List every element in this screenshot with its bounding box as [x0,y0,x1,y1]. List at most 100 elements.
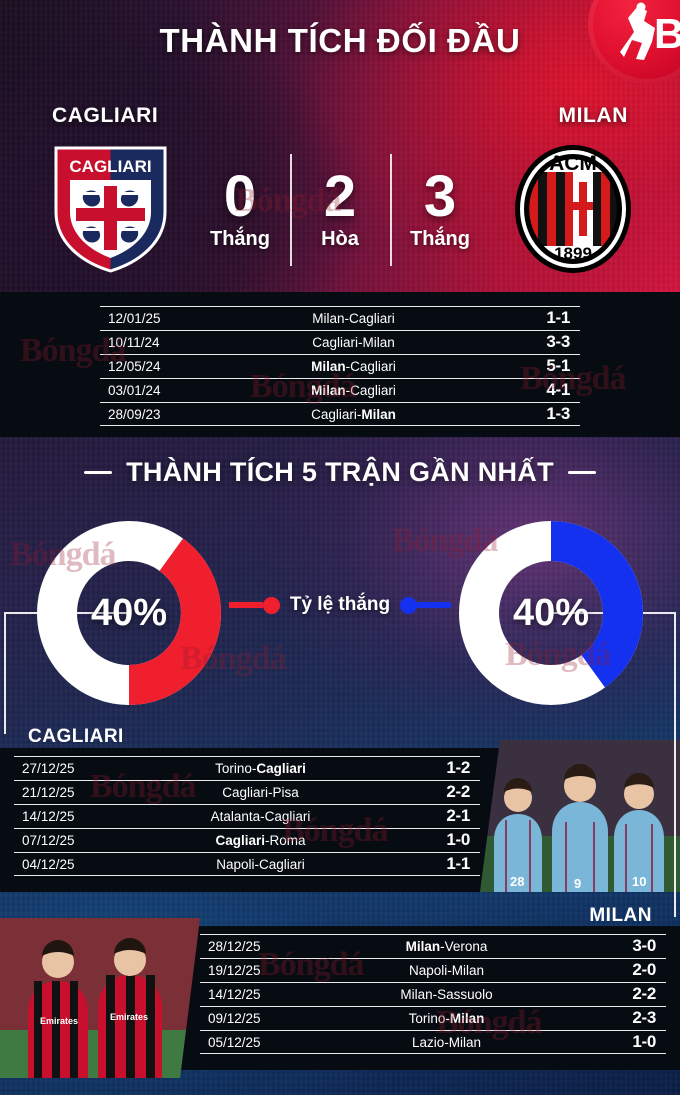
form-title-text: THÀNH TÍCH 5 TRẬN GẦN NHẤT [126,457,554,487]
match-date: 28/09/23 [108,406,161,422]
win-rate-legend: Tỷ lệ thắng [0,594,680,616]
table-row[interactable]: 12/01/25 Milan-Cagliari 1-1 [100,306,580,330]
svg-text:10: 10 [632,874,646,889]
milan-players-photo: Emirates Emirates [0,918,200,1078]
match-teams: Milan-Sassuolo [400,986,493,1002]
table-row[interactable]: 03/01/24 Milan-Cagliari 4-1 [100,378,580,402]
match-score: 1-2 [446,758,470,777]
match-teams: Cagliari-Roma [215,832,306,848]
summary-cell-home-wins: 0 Thắng [190,150,290,270]
cagliari-match-table: 27/12/25 Torino-Cagliari 1-2 21/12/25 Caglia… [14,756,480,876]
match-score: 4-1 [546,380,570,399]
home-win-rate-donut: 40% [34,518,224,708]
svg-text:CAGLIARI: CAGLIARI [69,157,151,176]
match-score: 1-1 [546,308,570,327]
donut-chart-away [459,521,643,705]
match-score: 2-2 [446,782,470,801]
match-teams: Atalanta-Cagliari [210,808,311,824]
win-rate-label: Tỷ lệ thắng [289,594,391,615]
table-row[interactable]: 10/11/24 Cagliari-Milan 3-3 [100,330,580,354]
table-row[interactable]: 09/12/25 Torino-Milan 2-3 [200,1006,666,1030]
away-legend-dot [400,596,418,614]
home-legend-bar [228,602,263,608]
cagliari-form-label: CAGLIARI [28,726,124,747]
summary-cell-draws: 2 Hòa [290,150,390,270]
player-silhouette-icon: B [620,2,680,60]
match-teams: Cagliari-Milan [311,406,396,422]
match-date: 05/12/25 [208,1034,261,1050]
home-wins-value: 0 [223,164,257,230]
home-legend-connector [228,596,280,614]
h2h-summary: 0 Thắng 2 Hòa 3 Thắng [190,150,490,270]
match-teams: Cagliari-Milan [312,334,395,350]
away-win-rate-value: 40% [512,591,590,634]
match-date: 12/01/25 [108,310,161,326]
table-row[interactable]: 27/12/25 Torino-Cagliari 1-2 [14,756,480,780]
table-row[interactable]: 14/12/25 Milan-Sassuolo 2-2 [200,982,666,1006]
away-team-name: MILAN [558,104,628,127]
match-score: 5-1 [546,356,570,375]
table-row[interactable]: 12/05/24 Milan-Cagliari 5-1 [100,354,580,378]
cagliari-players-photo: 28 9 10 [480,740,680,892]
match-date: 28/12/25 [208,938,261,954]
donut-chart-home [37,521,221,705]
match-score: 3-3 [546,332,570,351]
milan-form-label: MILAN [589,905,652,926]
table-row[interactable]: 28/12/25 Milan-Verona 3-0 [200,934,666,958]
away-wins-label: Thắng [410,227,470,250]
away-legend-connector [400,596,452,614]
match-teams: Milan-Cagliari [311,382,396,398]
title-dash-right [567,471,596,474]
svg-text:ACM: ACM [549,152,597,175]
page-title: THÀNH TÍCH ĐỐI ĐẦU [159,22,521,59]
match-score: 2-3 [632,1008,656,1027]
table-row[interactable]: 04/12/25 Napoli-Cagliari 1-1 [14,852,480,876]
table-row[interactable]: 07/12/25 Cagliari-Roma 1-0 [14,828,480,852]
match-score: 1-0 [446,830,470,849]
match-date: 27/12/25 [22,760,75,776]
svg-text:28: 28 [510,874,524,889]
summary-cell-away-wins: 3 Thắng [390,150,490,270]
match-teams: Torino-Cagliari [215,760,306,776]
match-date: 10/11/24 [108,334,160,350]
match-date: 04/12/25 [22,856,75,872]
match-teams: Torino-Milan [408,1010,485,1026]
home-legend-dot [262,596,280,614]
svg-text:Emirates: Emirates [110,1012,148,1022]
svg-text:1899: 1899 [554,244,592,263]
match-date: 07/12/25 [22,832,75,848]
match-date: 12/05/24 [108,358,161,374]
home-win-rate-value: 40% [90,591,168,634]
match-teams: Milan-Cagliari [312,310,395,326]
brand-logo-badge[interactable]: B [588,0,680,84]
match-date: 19/12/25 [208,962,261,978]
title-dash-left [84,471,113,474]
table-row[interactable]: 21/12/25 Cagliari-Pisa 2-2 [14,780,480,804]
match-score: 2-2 [632,984,656,1003]
match-score: 2-0 [632,960,656,979]
draws-label: Hòa [321,227,359,250]
match-date: 21/12/25 [22,784,75,800]
table-row[interactable]: 14/12/25 Atalanta-Cagliari 2-1 [14,804,480,828]
match-score: 1-0 [632,1032,656,1051]
acmilan-crest-icon: ACM 1899 [510,142,636,276]
h2h-table-panel [0,292,680,437]
match-teams: Napoli-Cagliari [216,856,305,872]
away-wins-value: 3 [423,164,457,230]
table-row[interactable]: 28/09/23 Cagliari-Milan 1-3 [100,402,580,426]
home-wins-label: Thắng [210,227,270,250]
match-teams: Milan-Cagliari [311,358,396,374]
match-date: 03/01/24 [108,382,161,398]
table-row[interactable]: 05/12/25 Lazio-Milan 1-0 [200,1030,666,1054]
h2h-match-table: 12/01/25 Milan-Cagliari 1-1 10/11/24 Cagliar… [100,306,580,426]
match-teams: Cagliari-Pisa [222,784,299,800]
svg-text:9: 9 [574,876,581,891]
match-date: 14/12/25 [208,986,261,1002]
match-date: 09/12/25 [208,1010,261,1026]
table-row[interactable]: 19/12/25 Napoli-Milan 2-0 [200,958,666,982]
match-teams: Milan-Verona [405,938,488,954]
match-teams: Napoli-Milan [408,962,485,978]
match-date: 14/12/25 [22,808,75,824]
match-score: 1-3 [546,404,570,423]
